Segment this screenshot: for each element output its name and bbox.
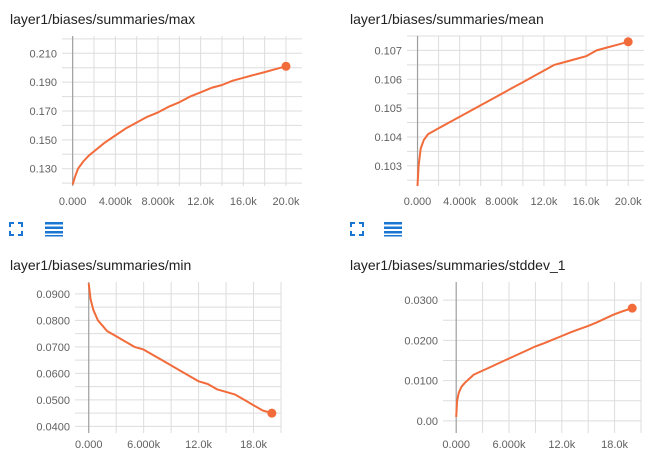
y-tick-label: 0.0700 bbox=[36, 342, 70, 354]
x-tick-label: 0.000 bbox=[75, 439, 103, 451]
y-tick-label: 0.150 bbox=[29, 135, 57, 147]
x-tick-label: 20.0k bbox=[273, 196, 300, 208]
y-tick-label: 0.105 bbox=[374, 103, 402, 115]
x-tick-label: 4.000k bbox=[443, 196, 477, 208]
x-tick-label: 12.0k bbox=[187, 196, 214, 208]
y-tick-label: 0.0200 bbox=[404, 335, 438, 347]
x-tick-label: 8.000k bbox=[141, 196, 175, 208]
series-line bbox=[87, 283, 273, 415]
x-tick-label: 8.000k bbox=[485, 196, 519, 208]
x-tick-label: 18.0k bbox=[601, 439, 628, 451]
x-tick-label: 6.000k bbox=[492, 439, 526, 451]
y-tick-label: 0.0800 bbox=[36, 315, 70, 327]
chart-title-mean: layer1/biases/summaries/mean bbox=[350, 11, 544, 27]
x-tick-label: 18.0k bbox=[240, 439, 267, 451]
series-line bbox=[416, 40, 629, 187]
data-table-icon[interactable] bbox=[44, 221, 64, 239]
chart-title-stddev: layer1/biases/summaries/stddev_1 bbox=[350, 257, 566, 273]
x-tick-label: 20.0k bbox=[615, 196, 642, 208]
y-tick-label: 0.170 bbox=[29, 106, 57, 118]
series-line bbox=[455, 307, 633, 417]
y-tick-label: 0.104 bbox=[374, 132, 402, 144]
y-tick-label: 0.0400 bbox=[36, 421, 70, 433]
x-tick-label: 16.0k bbox=[230, 196, 257, 208]
expand-icon[interactable] bbox=[349, 221, 369, 239]
series-end-point bbox=[281, 61, 291, 71]
x-tick-label: 12.0k bbox=[548, 439, 575, 451]
chart-title-max: layer1/biases/summaries/max bbox=[10, 11, 196, 27]
x-tick-label: 6.000k bbox=[127, 439, 161, 451]
x-tick-label: 0.000 bbox=[404, 196, 432, 208]
x-tick-label: 12.0k bbox=[185, 439, 212, 451]
series-end-point bbox=[623, 37, 633, 47]
y-tick-label: 0.00 bbox=[417, 416, 438, 428]
y-tick-label: 0.190 bbox=[29, 77, 57, 89]
series-end-point bbox=[267, 408, 277, 418]
series-line bbox=[71, 65, 287, 185]
x-tick-label: 0.000 bbox=[59, 196, 87, 208]
y-tick-label: 0.107 bbox=[374, 45, 402, 57]
x-tick-label: 12.0k bbox=[530, 196, 557, 208]
x-tick-label: 16.0k bbox=[573, 196, 600, 208]
y-tick-label: 0.0300 bbox=[404, 295, 438, 307]
y-tick-label: 0.0100 bbox=[404, 376, 438, 388]
chart-title-min: layer1/biases/summaries/min bbox=[10, 257, 192, 273]
x-tick-label: 0.000 bbox=[442, 439, 470, 451]
expand-icon[interactable] bbox=[8, 221, 28, 239]
y-tick-label: 0.0600 bbox=[36, 368, 70, 380]
y-tick-label: 0.210 bbox=[29, 48, 57, 60]
series-end-point bbox=[627, 303, 637, 313]
y-tick-label: 0.103 bbox=[374, 161, 402, 173]
x-tick-label: 4.000k bbox=[99, 196, 133, 208]
data-table-icon[interactable] bbox=[383, 221, 403, 239]
y-tick-label: 0.0500 bbox=[36, 395, 70, 407]
y-tick-label: 0.106 bbox=[374, 74, 402, 86]
y-tick-label: 0.130 bbox=[29, 164, 57, 176]
y-tick-label: 0.0900 bbox=[36, 289, 70, 301]
